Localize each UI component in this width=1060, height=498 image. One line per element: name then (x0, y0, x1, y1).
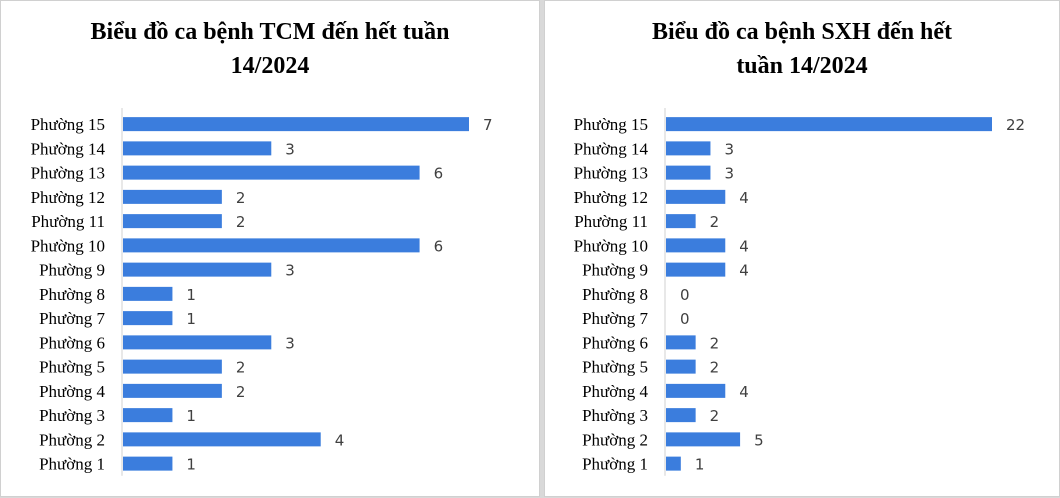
sxh-bar (666, 383, 726, 398)
tcm-category-label: Phường 15 (31, 115, 105, 134)
tcm-category-label: Phường 12 (31, 188, 105, 207)
tcm-category-label: Phường 4 (39, 382, 105, 401)
tcm-bar (123, 408, 173, 423)
tcm-bar (123, 117, 469, 132)
tcm-value-label: 6 (434, 165, 444, 183)
tcm-value-label: 1 (186, 407, 196, 425)
sxh-value-label: 0 (680, 286, 690, 304)
tcm-bar (123, 432, 321, 447)
tcm-value-label: 2 (236, 189, 246, 207)
sxh-value-label: 2 (710, 334, 720, 352)
tcm-bar (123, 238, 420, 253)
sxh-value-label: 2 (710, 407, 720, 425)
sxh-value-label: 3 (724, 165, 734, 183)
sxh-category-label: Phường 4 (582, 382, 648, 401)
tcm-value-label: 4 (335, 431, 345, 449)
sxh-bar (666, 214, 696, 229)
tcm-category-label: Phường 10 (31, 236, 105, 255)
tcm-bar (123, 335, 272, 350)
tcm-value-label: 3 (285, 140, 295, 158)
tcm-bar (123, 189, 222, 204)
tcm-value-label: 7 (483, 116, 493, 134)
tcm-category-label: Phường 5 (39, 358, 105, 377)
tcm-value-label: 2 (236, 359, 246, 377)
tcm-bar (123, 359, 222, 374)
tcm-value-label: 6 (434, 237, 444, 255)
sxh-bar (666, 189, 726, 204)
sxh-category-label: Phường 2 (582, 430, 648, 449)
sxh-bar (666, 141, 711, 156)
sxh-bar (666, 456, 681, 471)
tcm-category-label: Phường 3 (39, 406, 105, 425)
sxh-value-label: 1 (695, 456, 705, 474)
tcm-category-label: Phường 14 (31, 139, 106, 158)
sxh-value-label: 2 (710, 213, 720, 231)
sxh-category-label: Phường 9 (582, 261, 648, 280)
sxh-bar (666, 117, 992, 132)
tcm-chart-title-line-2: 14/2024 (230, 53, 310, 79)
sxh-category-label: Phường 1 (582, 455, 648, 474)
tcm-category-label: Phường 7 (39, 309, 105, 328)
sxh-category-label: Phường 10 (574, 236, 648, 255)
tcm-chart-panel: Biểu đồ ca bệnh TCM đến hết tuần 14/2024… (0, 0, 540, 497)
sxh-category-label: Phường 13 (574, 164, 648, 183)
tcm-bar (123, 286, 173, 301)
tcm-category-label: Phường 1 (39, 455, 105, 474)
sxh-value-label: 4 (739, 262, 749, 280)
tcm-bar (123, 165, 420, 180)
sxh-value-label: 4 (739, 383, 749, 401)
sxh-bar (666, 335, 696, 350)
sxh-value-label: 4 (739, 189, 749, 207)
sxh-chart-panel: Biểu đồ ca bệnh SXH đến hết tuần 14/2024… (544, 0, 1060, 497)
tcm-value-label: 3 (285, 262, 295, 280)
tcm-bar (123, 214, 222, 229)
tcm-category-label: Phường 11 (31, 212, 105, 231)
sxh-category-label: Phường 7 (582, 309, 648, 328)
sxh-chart-title-line-1: Biểu đồ ca bệnh SXH đến hết (651, 19, 953, 45)
sxh-category-label: Phường 5 (582, 358, 648, 377)
sxh-category-label: Phường 11 (574, 212, 648, 231)
sxh-category-label: Phường 15 (574, 115, 648, 134)
sxh-category-label: Phường 3 (582, 406, 648, 425)
sxh-chart-title: Biểu đồ ca bệnh SXH đến hết tuần 14/2024 (545, 15, 1059, 83)
sxh-value-label: 3 (724, 140, 734, 158)
tcm-category-label: Phường 6 (39, 333, 105, 352)
sxh-bar (666, 359, 696, 374)
sxh-value-label: 2 (710, 359, 720, 377)
sxh-category-label: Phường 6 (582, 333, 648, 352)
sxh-category-label: Phường 14 (574, 139, 649, 158)
tcm-category-label: Phường 8 (39, 285, 105, 304)
tcm-value-label: 3 (285, 334, 295, 352)
sxh-bar (666, 408, 696, 423)
sxh-value-label: 0 (680, 310, 690, 328)
sxh-value-label: 4 (739, 237, 749, 255)
tcm-value-label: 2 (236, 213, 246, 231)
tcm-bar (123, 262, 272, 277)
tcm-category-label: Phường 2 (39, 430, 105, 449)
tcm-bar (123, 456, 173, 471)
sxh-category-label: Phường 8 (582, 285, 648, 304)
tcm-chart-title-line-1: Biểu đồ ca bệnh TCM đến hết tuần (90, 19, 450, 45)
tcm-bar (123, 311, 173, 326)
sxh-value-label: 5 (754, 431, 764, 449)
tcm-chart-title: Biểu đồ ca bệnh TCM đến hết tuần 14/2024 (1, 15, 539, 83)
sxh-bar (666, 262, 726, 277)
sxh-value-label: 22 (1006, 116, 1025, 134)
sxh-bar (666, 238, 726, 253)
tcm-category-label: Phường 13 (31, 164, 105, 183)
sxh-bar (666, 165, 711, 180)
sxh-bar (666, 432, 741, 447)
tcm-value-label: 1 (186, 286, 196, 304)
sxh-chart-title-line-2: tuần 14/2024 (736, 53, 868, 79)
tcm-bar (123, 383, 222, 398)
tcm-value-label: 2 (236, 383, 246, 401)
tcm-bar (123, 141, 272, 156)
tcm-value-label: 1 (186, 456, 196, 474)
tcm-category-label: Phường 9 (39, 261, 105, 280)
sxh-category-label: Phường 12 (574, 188, 648, 207)
tcm-value-label: 1 (186, 310, 196, 328)
